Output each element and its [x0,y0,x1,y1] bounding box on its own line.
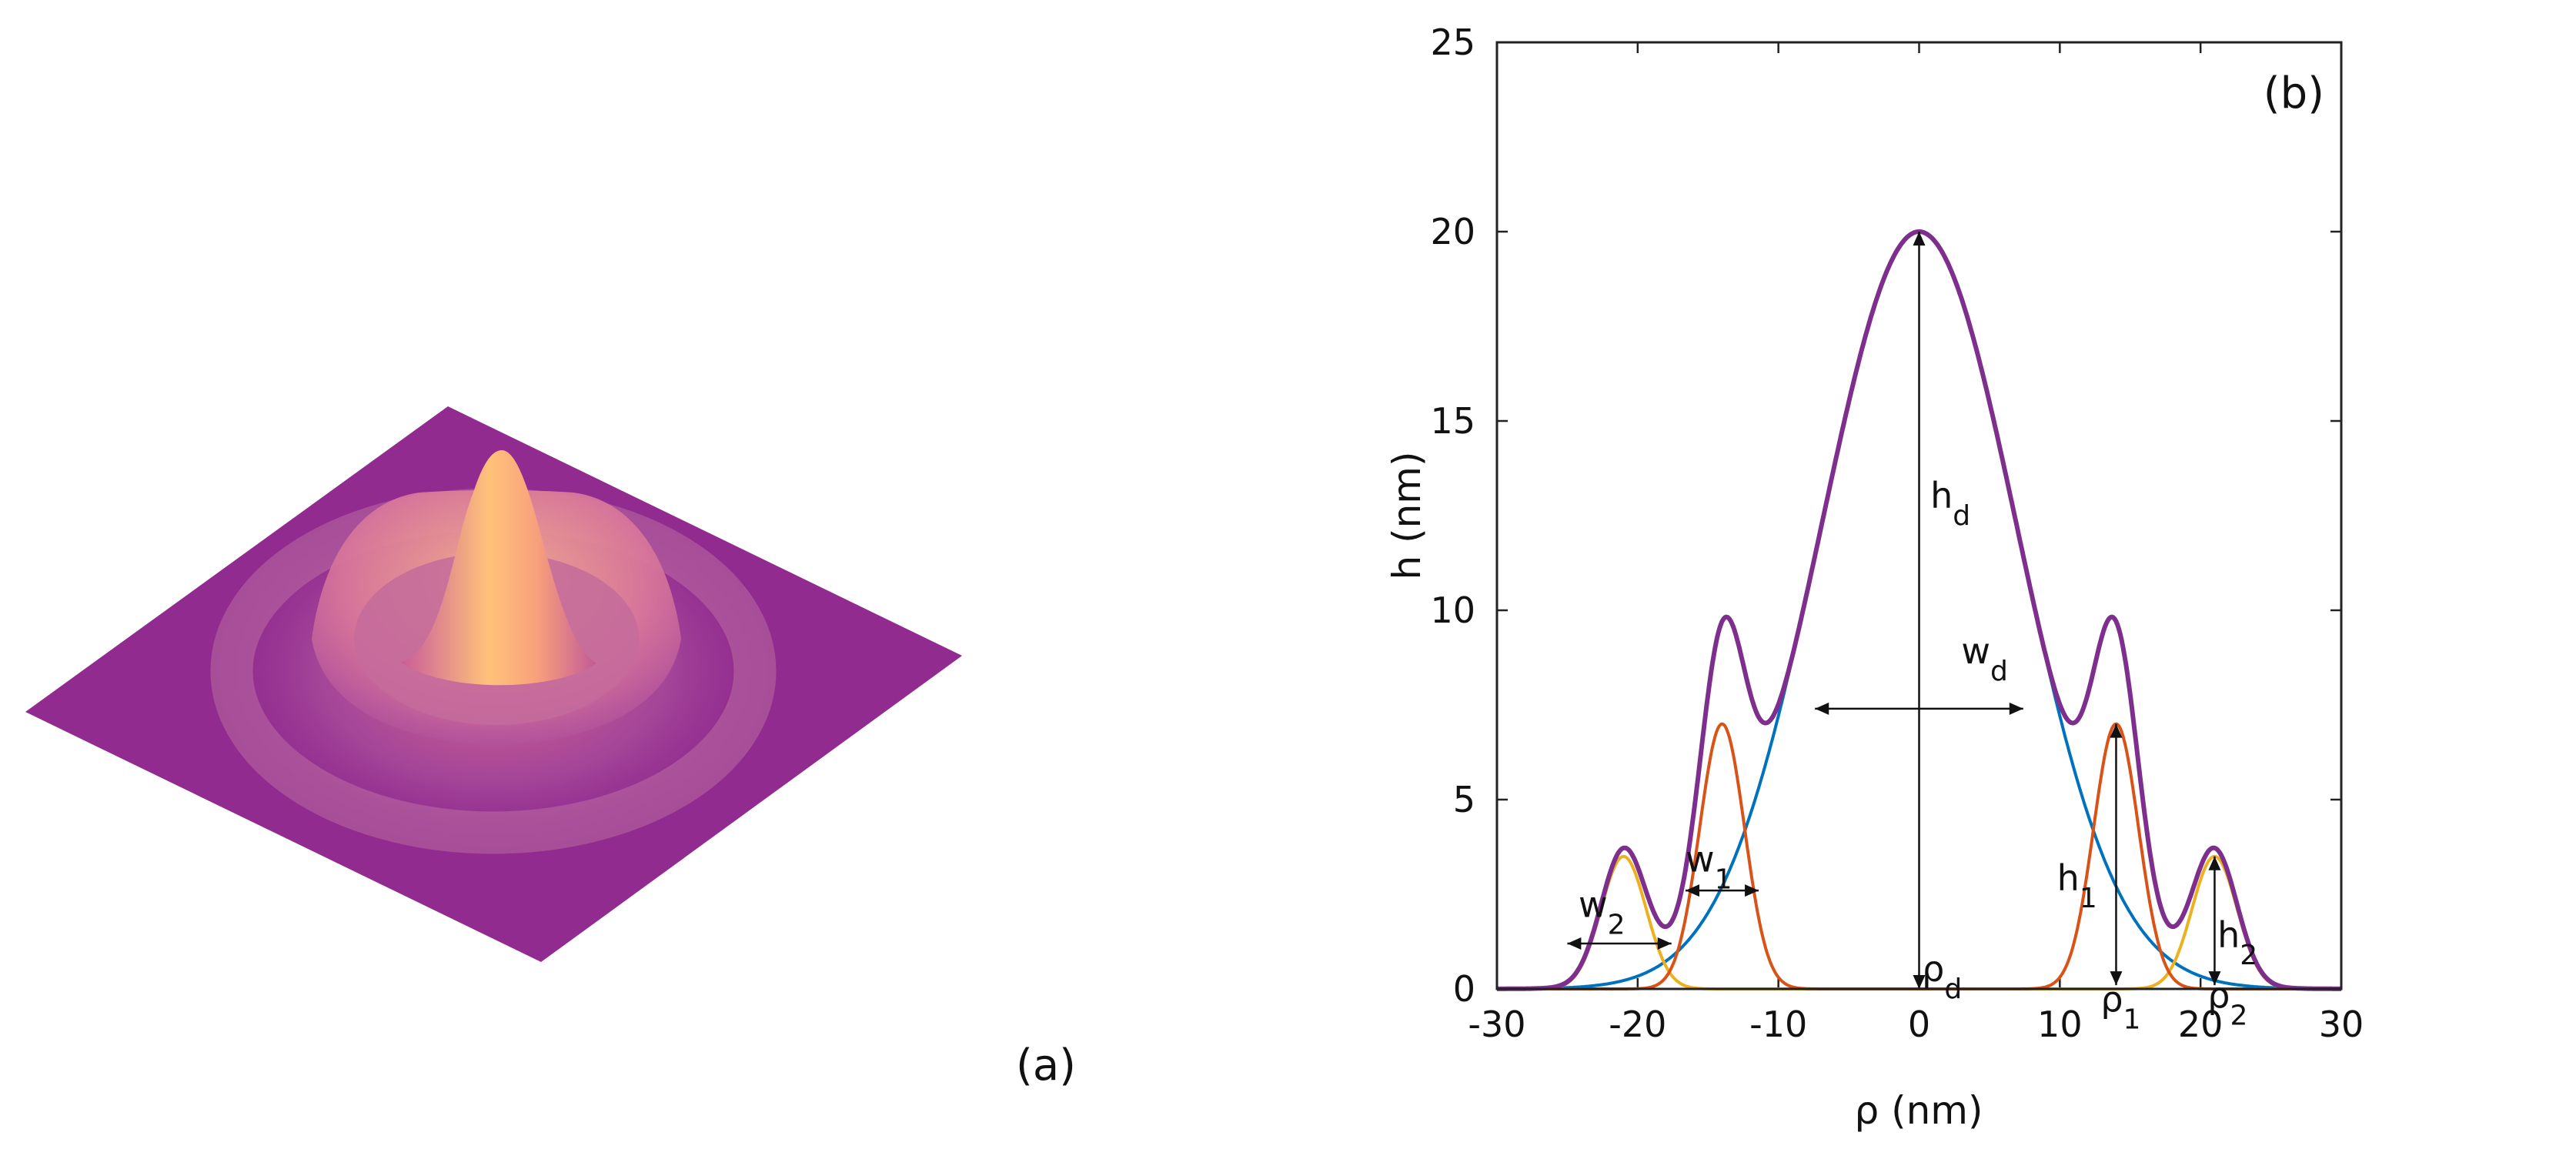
label-w2: w2 [1579,884,1625,941]
central-peak [400,450,596,686]
label-hd: hd [1930,475,1970,532]
x-tick-label: 20 [2178,1004,2224,1045]
plot-frame [1495,41,2343,990]
arrow-head [1913,975,1926,989]
x-axis-title: ρ (nm) [1854,1088,1983,1133]
arrow-head [1567,937,1582,950]
y-tick-label: 10 [1430,590,1475,631]
arrow-head [1745,884,1759,897]
y-tick-label: 25 [1430,22,1475,63]
arrow-head [2110,723,2123,738]
x-tick-label: -20 [1609,1004,1666,1045]
arrow-head [2009,702,2023,715]
arrow-head [1815,702,1829,715]
arrow-head [2208,971,2221,986]
y-tick-label: 15 [1430,400,1475,442]
x-tick-label: -30 [1468,1004,1525,1045]
annotation-labels: hd wd ρd w1 w2 h1 h2 ρ1 ρ2 [1579,475,2257,1035]
annotation-arrows [1567,232,2221,989]
label-rho1: ρ1 [2100,979,2140,1036]
arrow-head [1913,232,1926,245]
label-w1: w1 [1686,838,1732,895]
x-tick-label: 0 [1908,1004,1930,1045]
label-rho2: ρ2 [2207,975,2247,1032]
arrow-head [2110,971,2123,986]
label-h1: h1 [2057,857,2097,914]
panel-a-label: (a) [1016,1040,1076,1091]
surface-plot-3d: (a) [25,406,1076,1091]
label-rho_d: ρd [1922,948,1962,1005]
y-tick-label: 5 [1453,779,1475,820]
label-h2: h2 [2217,914,2257,971]
x-tick-label: 30 [2319,1004,2364,1045]
y-axis-title: h (nm) [1385,452,1429,580]
y-tick-label: 0 [1453,968,1475,1010]
y-tick-label: 20 [1430,211,1475,252]
x-tick-label: 10 [2037,1004,2083,1045]
arrow-head [2208,856,2221,870]
panel-b-label: (b) [2264,68,2324,119]
axis-ticks: -30 -20 -10 0 10 20 30 0 5 10 15 20 25 [1430,22,2364,1045]
x-tick-label: -10 [1749,1004,1807,1045]
label-wd: wd [1961,630,2007,687]
arrow-head [1657,937,1672,950]
arrow-head [1685,884,1699,897]
